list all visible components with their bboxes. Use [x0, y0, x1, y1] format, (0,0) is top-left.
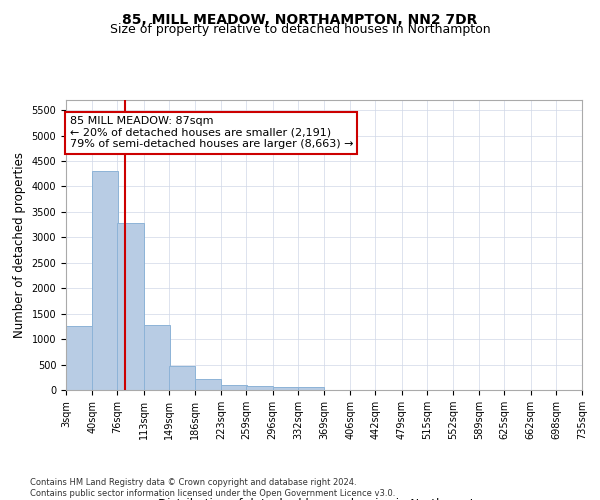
Y-axis label: Number of detached properties: Number of detached properties	[13, 152, 26, 338]
Bar	[272, 387, 299, 390]
Bar	[247, 386, 272, 390]
Bar	[221, 385, 247, 390]
Text: 85 MILL MEADOW: 87sqm
← 20% of detached houses are smaller (2,191)
79% of semi-d: 85 MILL MEADOW: 87sqm ← 20% of detached …	[70, 116, 353, 150]
Text: 85, MILL MEADOW, NORTHAMPTON, NN2 7DR: 85, MILL MEADOW, NORTHAMPTON, NN2 7DR	[122, 12, 478, 26]
Bar	[169, 366, 195, 390]
Bar	[195, 379, 221, 390]
Bar	[92, 171, 118, 390]
Text: Contains HM Land Registry data © Crown copyright and database right 2024.
Contai: Contains HM Land Registry data © Crown c…	[30, 478, 395, 498]
Bar	[118, 223, 143, 390]
Text: Size of property relative to detached houses in Northampton: Size of property relative to detached ho…	[110, 22, 490, 36]
X-axis label: Distribution of detached houses by size in Northampton: Distribution of detached houses by size …	[158, 498, 490, 500]
Bar	[66, 326, 92, 390]
Bar	[298, 387, 324, 390]
Bar	[143, 325, 170, 390]
